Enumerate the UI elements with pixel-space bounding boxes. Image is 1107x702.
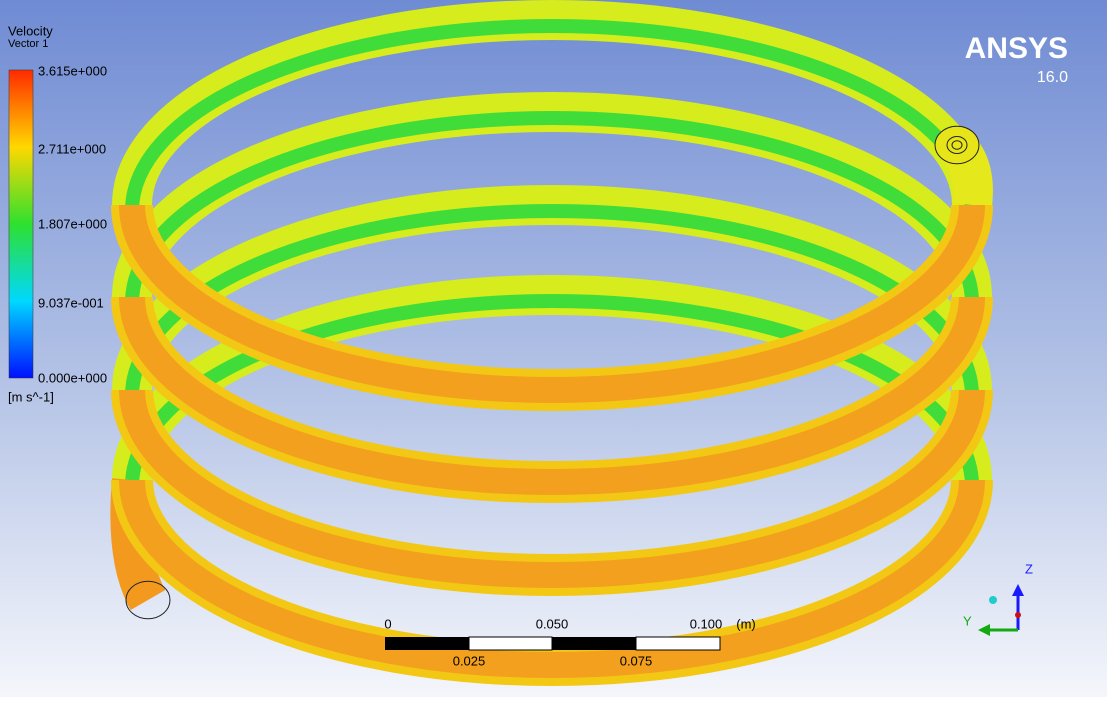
page: Velocity Vector 1 3.615e+000 2.711e+000 … — [0, 0, 1107, 697]
legend-label: 3.615e+000 — [38, 63, 107, 78]
scale-segment — [469, 637, 552, 650]
scale-label: 0.025 — [453, 653, 486, 668]
logo-version: 16.0 — [1037, 69, 1068, 86]
scale-label: 0.050 — [536, 616, 569, 631]
scale-label: 0.100 — [690, 616, 723, 631]
axis-label: Y — [963, 613, 972, 628]
scale-label: 0 — [384, 616, 391, 631]
legend-subtitle: Vector 1 — [8, 38, 48, 50]
scale-segment — [552, 637, 636, 650]
scale-unit: (m) — [736, 616, 756, 631]
scale-label: 0.075 — [620, 653, 653, 668]
legend-label: 1.807e+000 — [38, 216, 107, 231]
scale-bar — [385, 637, 720, 650]
scale-segment — [636, 637, 720, 650]
logo: ANSYS — [965, 32, 1068, 65]
color-bar — [9, 70, 33, 378]
viewport: Velocity Vector 1 3.615e+000 2.711e+000 … — [0, 0, 1107, 697]
legend-title: Velocity — [8, 23, 53, 38]
legend-unit: [m s^-1] — [8, 389, 54, 404]
legend-label: 0.000e+000 — [38, 370, 107, 385]
legend-label: 2.711e+000 — [38, 141, 106, 156]
axis-label: Z — [1025, 561, 1033, 576]
pipe-end — [952, 141, 962, 150]
scale-segment — [385, 637, 469, 650]
legend-label: 9.037e-001 — [38, 295, 104, 310]
